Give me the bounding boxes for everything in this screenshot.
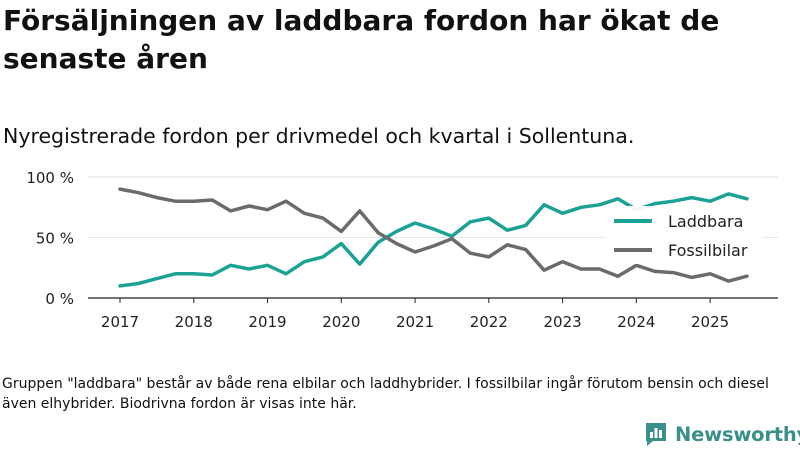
data-point-laddbara — [137, 282, 140, 285]
data-point-laddbara — [413, 221, 417, 225]
data-point-fossilbilar — [174, 200, 177, 203]
data-point-laddbara — [506, 229, 509, 232]
data-point-laddbara — [303, 260, 306, 263]
data-point-fossilbilar — [118, 187, 122, 191]
data-point-laddbara — [266, 264, 269, 267]
legend-background — [606, 206, 762, 264]
data-point-laddbara — [284, 272, 288, 275]
data-point-fossilbilar — [284, 200, 288, 203]
data-point-fossilbilar — [469, 252, 472, 255]
data-point-fossilbilar — [745, 275, 749, 278]
data-point-laddbara — [192, 272, 195, 275]
data-point-fossilbilar — [395, 242, 398, 245]
data-point-laddbara — [450, 235, 454, 238]
newsworthy-logo-icon — [646, 423, 666, 446]
data-point-fossilbilar — [598, 267, 601, 271]
data-point-fossilbilar — [487, 255, 491, 259]
data-point-laddbara — [727, 192, 730, 196]
data-point-fossilbilar — [561, 260, 564, 263]
y-tick-label: 100 % — [26, 169, 74, 187]
data-point-laddbara — [524, 224, 527, 227]
data-point-laddbara — [118, 284, 122, 288]
data-point-fossilbilar — [266, 208, 269, 211]
x-tick-label: 2018 — [175, 313, 213, 331]
data-point-laddbara — [211, 273, 214, 277]
data-point-fossilbilar — [413, 250, 417, 254]
data-point-laddbara — [690, 196, 693, 199]
data-point-fossilbilar — [137, 191, 140, 194]
data-point-fossilbilar — [450, 237, 454, 240]
y-tick-label: 0 % — [45, 290, 74, 308]
chart-title: Försäljningen av laddbara fordon har öka… — [3, 4, 720, 75]
data-point-fossilbilar — [358, 209, 361, 213]
data-point-fossilbilar — [635, 264, 638, 267]
data-point-laddbara — [653, 202, 656, 205]
data-point-fossilbilar — [211, 198, 214, 202]
data-point-laddbara — [229, 264, 232, 267]
data-point-fossilbilar — [542, 268, 546, 272]
data-point-laddbara — [432, 227, 435, 231]
data-point-fossilbilar — [192, 200, 195, 203]
line-chart: 0 % 50 % 100 % 2017 2018 2019 2020 2021 2022 2023… — [26, 169, 778, 331]
data-point-fossilbilar — [727, 279, 730, 283]
x-tick-label: 2024 — [617, 313, 655, 331]
data-point-laddbara — [672, 200, 675, 203]
x-tick-label: 2019 — [248, 313, 286, 331]
data-point-fossilbilar — [247, 204, 251, 208]
data-point-laddbara — [174, 272, 177, 275]
data-point-laddbara — [358, 262, 361, 266]
data-point-laddbara — [745, 197, 749, 200]
legend: Laddbara Fossilbilar — [606, 206, 762, 264]
data-point-fossilbilar — [690, 276, 693, 279]
data-point-fossilbilar — [155, 196, 159, 199]
axis-layer: 0 % 50 % 100 % 2017 2018 2019 2020 2021 2022 2023… — [26, 169, 729, 331]
data-point-laddbara — [395, 230, 398, 233]
data-point-laddbara — [469, 220, 472, 223]
data-point-laddbara — [340, 242, 343, 245]
data-point-fossilbilar — [524, 248, 527, 251]
x-tick-label: 2025 — [691, 313, 729, 331]
data-point-laddbara — [487, 216, 491, 220]
data-point-fossilbilar — [653, 270, 656, 273]
data-point-fossilbilar — [432, 244, 435, 248]
y-tick-label: 50 % — [36, 230, 74, 248]
data-point-fossilbilar — [672, 271, 675, 274]
data-point-laddbara — [247, 267, 251, 271]
x-tick-label: 2020 — [322, 313, 360, 331]
data-point-laddbara — [321, 255, 325, 259]
data-point-fossilbilar — [376, 231, 380, 234]
brand-logo: Newsworthy — [644, 420, 800, 448]
data-point-laddbara — [542, 203, 546, 207]
legend-label-fossilbilar: Fossilbilar — [668, 241, 748, 260]
x-tick-label: 2021 — [396, 313, 434, 331]
footnote: Gruppen "laddbara" består av både rena e… — [2, 376, 769, 412]
data-point-laddbara — [561, 212, 564, 215]
data-point-fossilbilar — [506, 243, 509, 246]
data-point-fossilbilar — [340, 230, 343, 233]
data-point-laddbara — [616, 197, 620, 200]
data-point-fossilbilar — [321, 216, 325, 220]
data-point-fossilbilar — [229, 209, 232, 213]
data-point-laddbara — [708, 200, 712, 203]
data-point-laddbara — [376, 241, 380, 244]
data-point-fossilbilar — [303, 212, 306, 215]
chart-subtitle: Nyregistrerade fordon per drivmedel och … — [3, 124, 635, 148]
data-point-fossilbilar — [616, 275, 620, 278]
x-tick-label: 2022 — [470, 313, 508, 331]
data-point-fossilbilar — [579, 267, 583, 271]
brand-name: Newsworthy — [675, 422, 800, 446]
data-point-laddbara — [579, 206, 583, 209]
legend-label-laddbara: Laddbara — [668, 212, 743, 231]
x-tick-label: 2017 — [101, 313, 139, 331]
data-point-laddbara — [155, 277, 159, 280]
x-tick-label: 2023 — [543, 313, 581, 331]
data-point-fossilbilar — [708, 272, 712, 275]
data-point-laddbara — [598, 203, 601, 207]
